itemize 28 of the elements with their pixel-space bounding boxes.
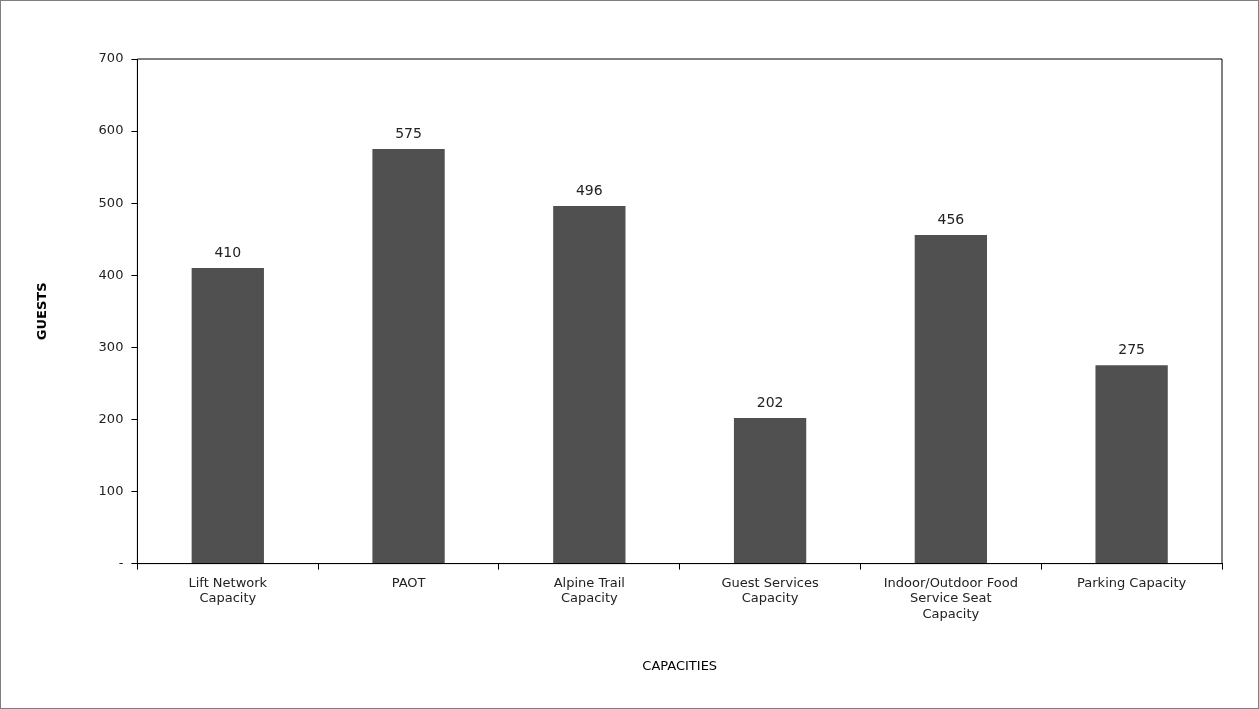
- y-tick-label: 200: [98, 410, 124, 426]
- x-tick-label: Alpine Trail Capacity: [553, 574, 625, 606]
- y-tick-label: -: [118, 554, 124, 570]
- data-label: 410: [214, 243, 242, 260]
- y-tick-label: 300: [98, 338, 124, 354]
- x-tick-label: Lift Network Capacity: [188, 574, 268, 606]
- x-tick-label: Indoor/Outdoor Food Service Seat Capacity: [883, 574, 1019, 621]
- bar: [733, 417, 807, 564]
- y-tick-label: 100: [98, 482, 124, 498]
- bar: [553, 206, 626, 564]
- data-label: 202: [756, 393, 784, 410]
- y-tick-label: 500: [98, 194, 124, 210]
- bar: [191, 268, 264, 564]
- y-tick-label: 700: [98, 50, 124, 66]
- data-label: 275: [1118, 341, 1145, 357]
- bar: [914, 234, 988, 564]
- data-label: 575: [395, 124, 422, 141]
- y-axis-title: GUESTS: [34, 282, 50, 341]
- x-axis-title: CAPACITIES: [642, 657, 718, 673]
- data-label: 456: [937, 210, 965, 227]
- y-tick-label: 400: [98, 266, 124, 282]
- x-tick-label: Parking Capacity: [1077, 574, 1187, 590]
- data-label: 496: [575, 181, 603, 198]
- bar: [1095, 365, 1168, 564]
- x-tick-label: PAOT: [391, 574, 426, 590]
- x-tick-label: Guest Services Capacity: [721, 574, 819, 606]
- bar: [372, 149, 445, 564]
- y-tick-label: 600: [98, 122, 124, 138]
